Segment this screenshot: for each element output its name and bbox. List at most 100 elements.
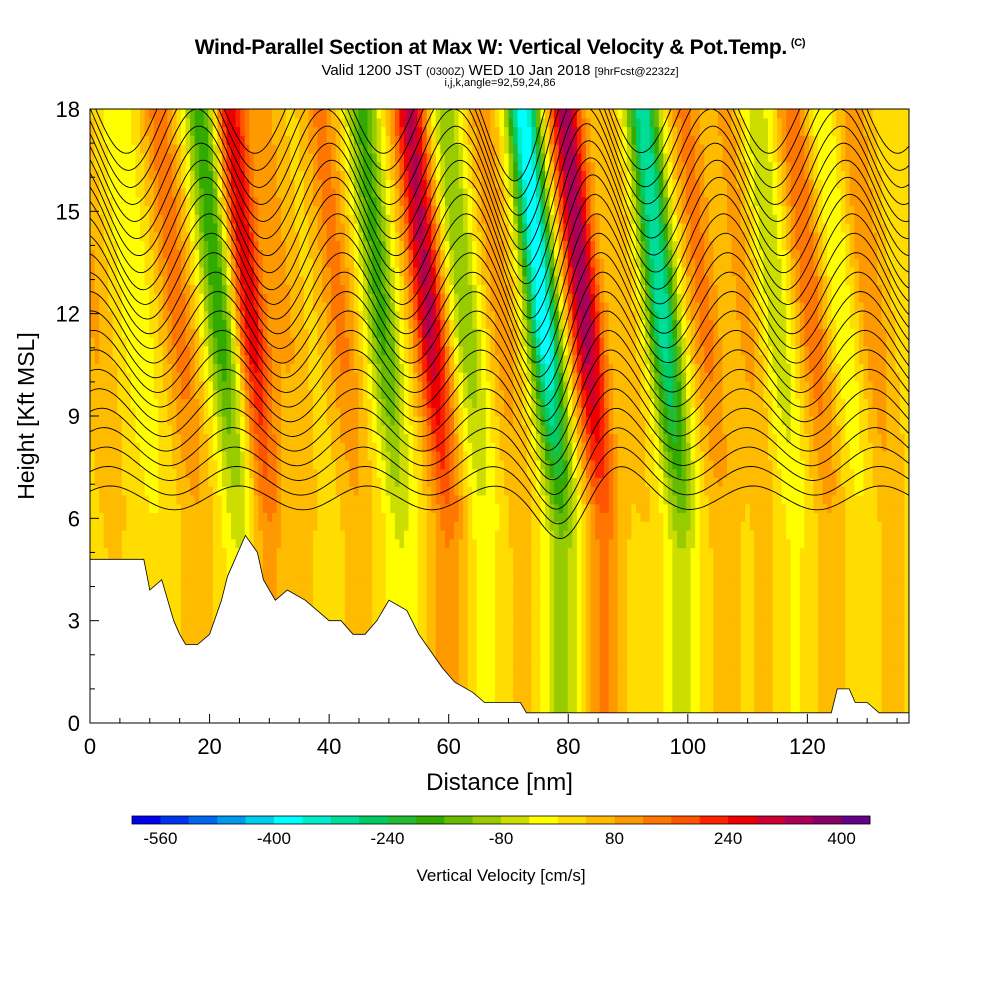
w-cell	[831, 635, 837, 645]
w-cell	[758, 600, 764, 610]
w-cell	[513, 538, 519, 549]
w-cell	[736, 530, 742, 540]
w-cell	[208, 573, 214, 584]
w-cell	[349, 626, 355, 636]
w-cell	[554, 626, 560, 636]
w-cell	[681, 582, 687, 593]
w-cell	[558, 679, 564, 689]
w-cell	[886, 600, 892, 610]
w-cell	[267, 556, 273, 566]
w-cell	[449, 521, 455, 531]
w-cell	[171, 547, 178, 557]
w-cell	[713, 512, 719, 522]
w-cell	[636, 521, 642, 531]
w-cell	[727, 503, 733, 514]
w-cell	[836, 679, 842, 689]
w-cell	[704, 538, 710, 549]
w-cell	[240, 503, 246, 514]
w-cell	[649, 600, 655, 610]
w-cell	[822, 626, 828, 636]
w-cell	[640, 477, 646, 487]
w-cell	[626, 512, 633, 522]
w-cell	[504, 565, 510, 575]
w-cell	[818, 705, 824, 715]
w-cell	[699, 494, 705, 505]
w-cell	[581, 494, 587, 505]
w-cell	[317, 591, 323, 601]
w-cell	[877, 486, 883, 496]
w-cell	[808, 705, 815, 715]
w-cell	[454, 591, 460, 601]
w-cell	[176, 512, 182, 522]
w-cell	[272, 547, 278, 557]
w-cell	[485, 538, 491, 549]
w-cell	[312, 582, 319, 593]
w-cell	[99, 538, 105, 549]
w-cell	[481, 565, 487, 575]
w-cell	[308, 530, 314, 540]
w-cell	[836, 521, 842, 531]
w-cell	[763, 644, 769, 654]
w-cell	[868, 670, 874, 680]
w-cell	[608, 626, 614, 636]
w-cell	[631, 503, 637, 514]
w-cell	[394, 591, 400, 601]
w-cell	[772, 494, 778, 505]
w-cell	[667, 687, 673, 698]
w-cell	[836, 626, 842, 636]
w-cell	[576, 565, 582, 575]
w-cell	[581, 521, 587, 531]
w-cell	[649, 705, 655, 715]
w-cell	[444, 644, 451, 654]
w-cell	[572, 608, 578, 619]
w-cell	[636, 661, 642, 671]
w-cell	[672, 600, 678, 610]
w-cell	[581, 600, 587, 610]
w-cell	[435, 486, 441, 496]
w-cell	[513, 652, 519, 663]
w-cell	[531, 626, 537, 636]
w-cell	[595, 565, 601, 575]
w-cell	[108, 530, 114, 540]
w-cell	[690, 521, 696, 531]
w-cell	[476, 608, 482, 619]
w-cell	[595, 644, 601, 654]
w-cell	[517, 538, 523, 549]
w-cell	[431, 573, 437, 584]
w-cell	[613, 644, 619, 654]
w-cell	[818, 573, 824, 584]
w-cell	[540, 661, 546, 671]
w-cell	[731, 661, 737, 671]
w-cell	[840, 556, 846, 566]
w-cell	[858, 635, 865, 645]
w-cell	[808, 608, 815, 619]
w-cell	[158, 486, 164, 496]
w-cell	[563, 486, 569, 496]
w-cell	[440, 582, 446, 593]
w-cell	[390, 582, 396, 593]
w-cell	[699, 670, 705, 680]
w-cell	[799, 503, 805, 514]
w-cell	[640, 512, 646, 522]
w-cell	[686, 486, 692, 496]
w-cell	[117, 486, 123, 496]
w-cell	[212, 503, 218, 514]
w-cell	[690, 512, 696, 522]
w-cell	[212, 512, 218, 522]
w-cell	[581, 644, 587, 654]
w-cell	[658, 582, 664, 593]
w-cell	[190, 494, 196, 505]
w-cell	[886, 652, 892, 663]
w-cell	[886, 670, 892, 680]
w-cell	[881, 696, 887, 707]
w-cell	[140, 547, 146, 557]
w-cell	[476, 494, 482, 505]
w-cell	[490, 573, 496, 584]
w-cell	[640, 670, 646, 680]
w-cell	[667, 547, 673, 557]
w-cell	[763, 652, 769, 663]
w-cell	[531, 687, 537, 698]
w-cell	[827, 687, 833, 698]
w-cell	[522, 661, 528, 671]
w-cell	[799, 635, 805, 645]
